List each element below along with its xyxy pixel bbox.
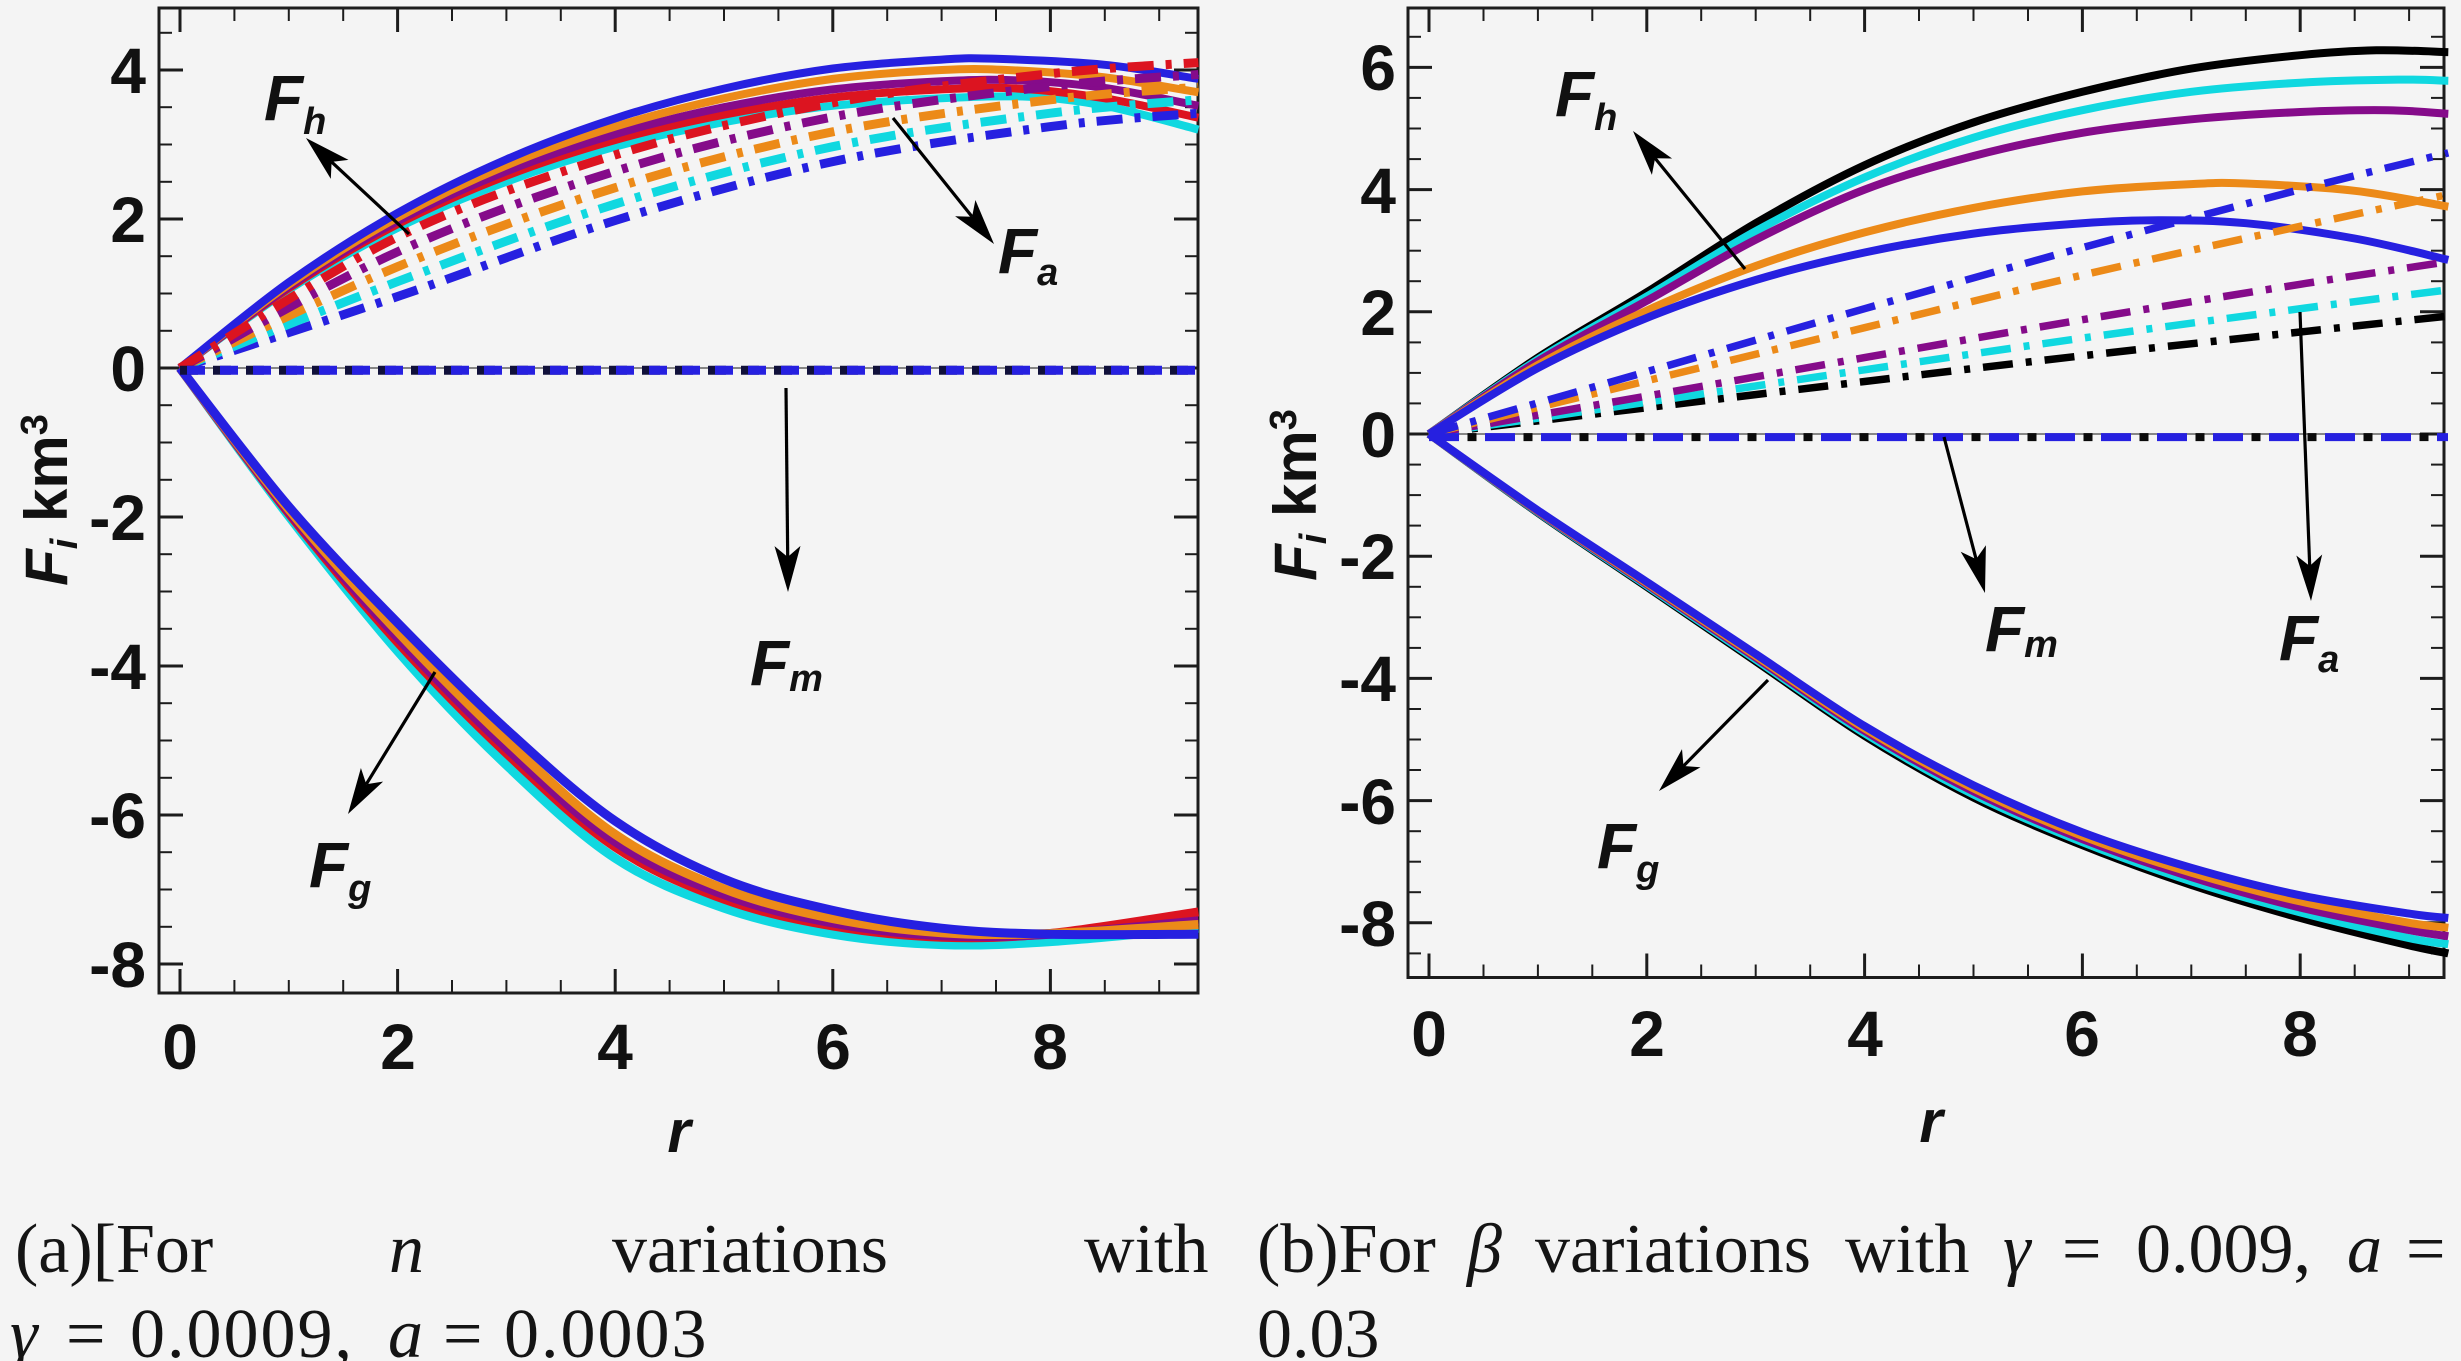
svg-text:(b)For: (b)For [1257,1211,1436,1288]
svg-text:4: 4 [1360,155,1396,227]
svg-text:0.03: 0.03 [1257,1296,1380,1361]
svg-text:2: 2 [1360,277,1396,349]
svg-text:8: 8 [2282,998,2318,1070]
svg-text:variations: variations [1535,1211,1811,1288]
svg-text:γ: γ [2003,1211,2033,1288]
svg-text:a: a [388,1296,423,1361]
svg-text:0.0009,: 0.0009, [130,1296,354,1361]
svg-text:= 0.0003: = 0.0003 [443,1296,708,1361]
svg-text:=: = [66,1296,105,1361]
svg-text:=: = [2406,1211,2445,1288]
svg-text:Fg: Fg [1597,810,1659,891]
svg-text:2: 2 [380,1011,416,1083]
svg-text:-4: -4 [1339,643,1396,715]
svg-text:6: 6 [2064,998,2100,1070]
svg-text:6: 6 [1360,32,1396,104]
svg-text:-6: -6 [89,780,146,852]
svg-text:2: 2 [110,184,146,256]
svg-text:4: 4 [110,35,146,107]
svg-text:with: with [1084,1211,1208,1288]
svg-text:γ: γ [10,1296,40,1361]
svg-text:Fi km3: Fi km3 [13,414,86,586]
svg-text:6: 6 [815,1011,851,1083]
svg-text:-2: -2 [1339,521,1396,593]
svg-text:-8: -8 [1339,888,1396,960]
svg-text:r: r [1919,1088,1946,1155]
svg-text:-4: -4 [89,631,146,703]
svg-text:(a)[For: (a)[For [15,1211,213,1288]
svg-text:0: 0 [1360,399,1396,471]
svg-text:-2: -2 [89,482,146,554]
svg-text:n: n [389,1211,424,1288]
svg-text:-8: -8 [89,929,146,1001]
svg-text:4: 4 [597,1011,633,1083]
svg-text:2: 2 [1629,998,1665,1070]
svg-text:Fi km3: Fi km3 [1262,409,1335,581]
svg-text:β: β [1465,1211,1502,1288]
svg-text:0.009,: 0.009, [2136,1211,2311,1288]
svg-text:-6: -6 [1339,766,1396,838]
svg-text:8: 8 [1032,1011,1068,1083]
svg-text:variations: variations [612,1211,888,1288]
svg-text:r: r [667,1098,694,1165]
svg-text:0: 0 [162,1011,198,1083]
svg-text:Fm: Fm [1985,593,2058,666]
svg-text:with: with [1845,1211,1969,1288]
svg-text:a: a [2347,1211,2382,1288]
svg-text:0: 0 [110,333,146,405]
svg-text:4: 4 [1847,998,1883,1070]
svg-text:0: 0 [1411,998,1447,1070]
svg-text:=: = [2062,1211,2101,1288]
